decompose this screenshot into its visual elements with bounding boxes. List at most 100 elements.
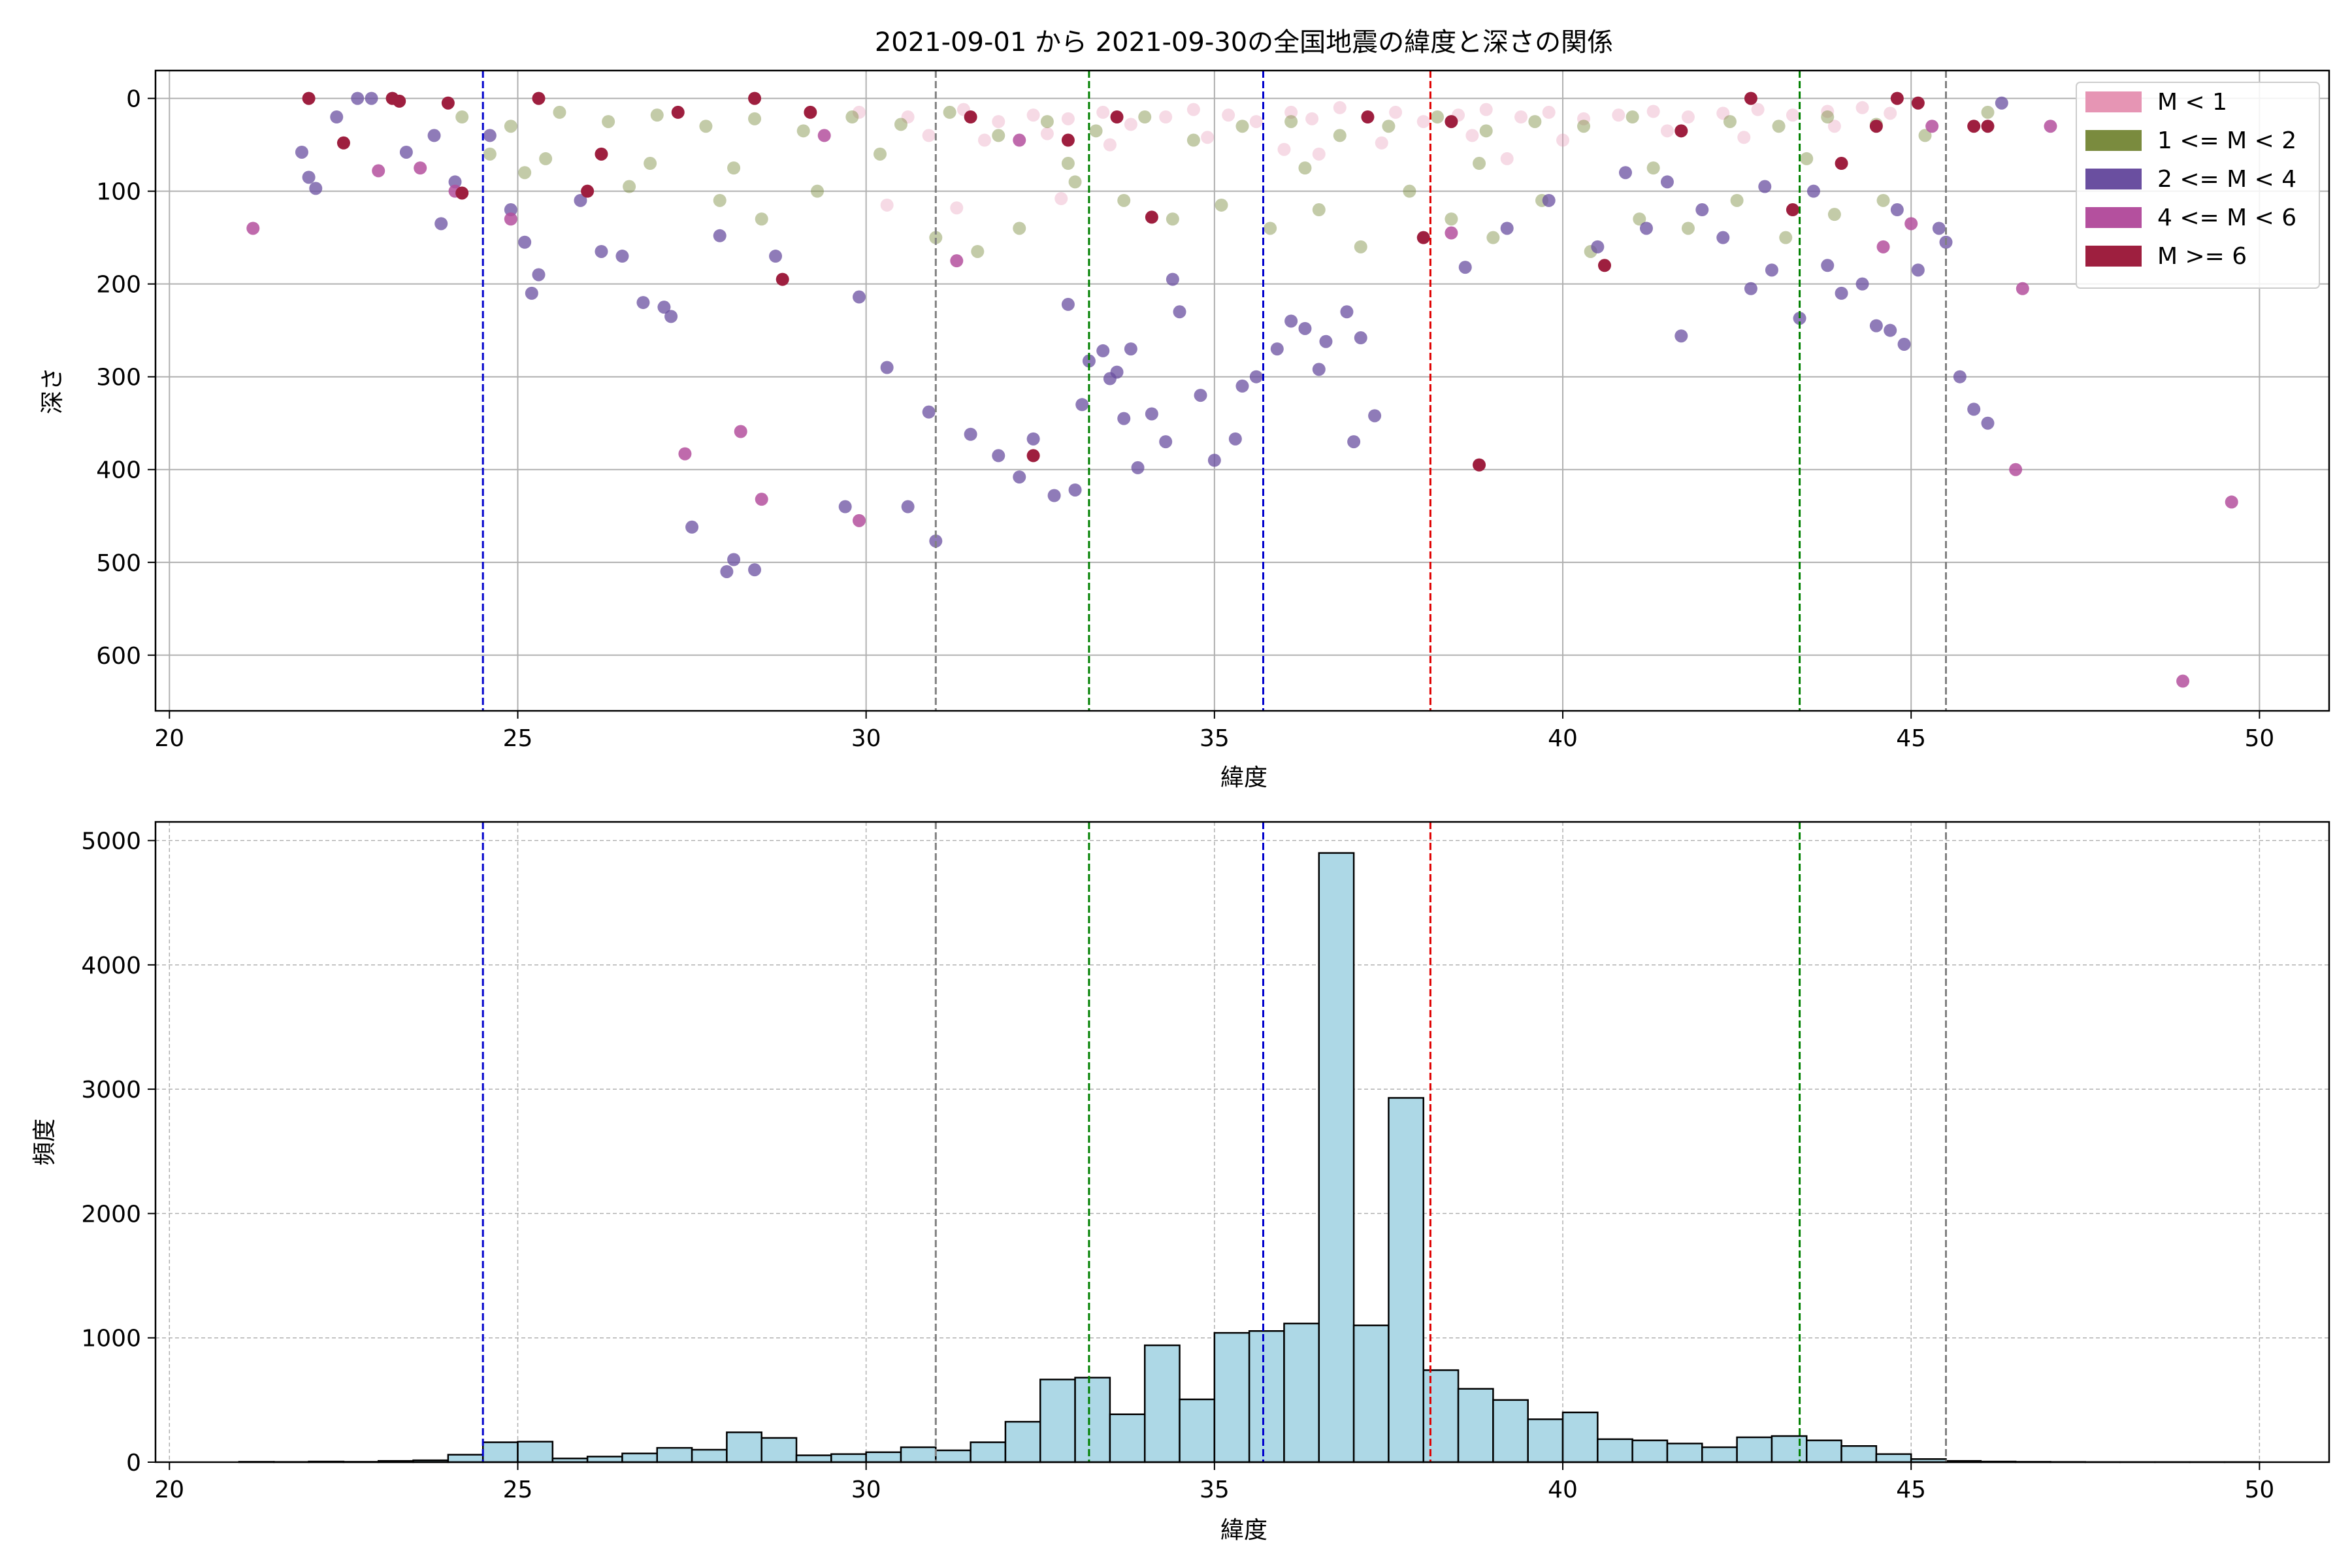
scatter-point [1835, 286, 1848, 300]
scatter-point [302, 171, 316, 184]
scatter-point [504, 212, 517, 226]
scatter-point [1312, 203, 1326, 217]
scatter-point [894, 118, 907, 131]
scatter-point [1096, 344, 1110, 357]
scatter-point [748, 112, 762, 125]
histogram-x-tick-label: 35 [1200, 1477, 1230, 1503]
scatter-point [1089, 124, 1103, 138]
scatter-point [971, 244, 985, 258]
scatter-point [1681, 221, 1695, 235]
scatter-point [1639, 221, 1653, 235]
histogram-bar [1283, 1322, 1320, 1463]
histogram-axes-frame [154, 821, 2330, 1463]
scatter-points [246, 91, 2238, 688]
histogram-bar [1597, 1438, 1633, 1463]
scatter-point [1911, 263, 1925, 277]
scatter-x-tick-label: 45 [1896, 725, 1926, 752]
histogram-bar [1143, 1344, 1181, 1463]
scatter-point [1577, 120, 1591, 133]
scatter-point [518, 235, 532, 249]
scatter-point [1403, 184, 1416, 198]
scatter-point [1361, 110, 1375, 124]
histogram-y-tick-label: 2000 [81, 1201, 141, 1228]
scatter-point [1793, 312, 1806, 325]
histogram-bar [1666, 1443, 1703, 1463]
scatter-point [1981, 416, 1995, 430]
scatter-point [504, 120, 517, 133]
scatter-point [1124, 342, 1137, 356]
scatter-point [427, 129, 441, 142]
scatter-point [685, 520, 699, 534]
scatter-point [1835, 157, 1848, 171]
scatter-point [880, 361, 894, 374]
scatter-point [1319, 335, 1333, 348]
scatter-point [1827, 120, 1841, 133]
legend-swatch [2085, 246, 2142, 267]
scatter-point [1159, 435, 1173, 449]
histogram-bar [1004, 1420, 1041, 1463]
scatter-point [796, 124, 810, 138]
scatter-point [713, 193, 727, 207]
scatter-point [901, 500, 915, 514]
scatter-point [1298, 321, 1312, 335]
histogram-bar [1631, 1439, 1669, 1463]
scatter-point [336, 136, 350, 150]
scatter-point [1340, 305, 1354, 319]
scatter-point [1222, 108, 1235, 122]
scatter-point [1061, 112, 1075, 125]
scatter-point [992, 115, 1005, 129]
scatter-point [1500, 152, 1514, 165]
scatter-point [1194, 389, 1207, 402]
scatter-point [1145, 407, 1158, 421]
scatter-point [1117, 412, 1131, 425]
scatter-point [1591, 240, 1605, 253]
histogram-x-tick-label: 45 [1896, 1477, 1926, 1503]
scatter-y-ticks: 0 100 200 300 400 500 600 [96, 86, 155, 670]
scatter-point [992, 449, 1005, 463]
scatter-point [755, 212, 768, 226]
histogram-bar [726, 1431, 762, 1463]
scatter-point [1312, 363, 1326, 376]
scatter-point [581, 184, 595, 198]
scatter-point [1284, 105, 1298, 119]
scatter-point [1354, 240, 1367, 253]
scatter-point [1026, 449, 1040, 463]
scatter-point [1633, 212, 1646, 226]
histogram-bar [1736, 1436, 1773, 1463]
scatter-point [365, 91, 378, 105]
scatter-point [713, 229, 727, 242]
histogram-bars [238, 852, 2261, 1463]
histogram-bar [1840, 1445, 1878, 1463]
scatter-point [1284, 314, 1298, 328]
scatter-point [1876, 240, 1890, 253]
scatter-point [636, 296, 650, 310]
histogram-bar [656, 1446, 693, 1463]
legend-swatch [2085, 130, 2142, 151]
histogram-bar [1422, 1369, 1460, 1463]
scatter-point [964, 110, 977, 124]
scatter-point [393, 94, 406, 108]
histogram-x-tick-label: 50 [2244, 1477, 2274, 1503]
histogram-bar [900, 1446, 937, 1463]
scatter-point [2225, 495, 2238, 509]
scatter-y-tick-label: 0 [126, 86, 141, 113]
scatter-point [615, 250, 629, 263]
scatter-point [1075, 398, 1089, 412]
scatter-point [1730, 193, 1744, 207]
scatter-point [734, 425, 747, 438]
histogram-bar [760, 1437, 798, 1463]
scatter-x-tick-label: 25 [503, 725, 533, 752]
histogram-bar [1388, 1097, 1424, 1463]
scatter-point [553, 105, 566, 119]
scatter-point [1445, 226, 1458, 240]
scatter-point [1821, 259, 1835, 272]
scatter-axes-frame [154, 69, 2330, 712]
scatter-point [1061, 133, 1075, 147]
scatter-point [1333, 101, 1347, 114]
scatter-point [1103, 138, 1117, 152]
scatter-point [1542, 193, 1556, 207]
scatter-point [1312, 147, 1326, 161]
scatter-point [853, 514, 866, 527]
histogram-y-tick-label: 0 [126, 1450, 141, 1477]
scatter-point [1138, 110, 1152, 124]
